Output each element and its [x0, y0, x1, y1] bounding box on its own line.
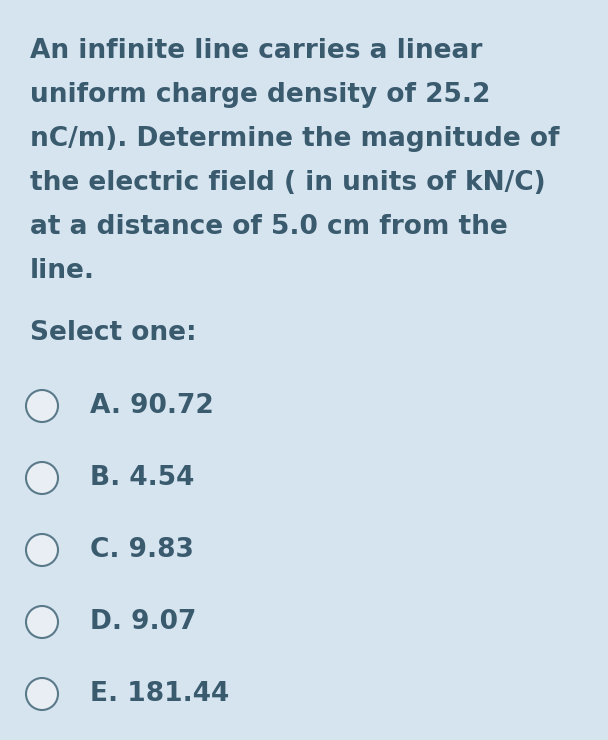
Text: An infinite line carries a linear: An infinite line carries a linear — [30, 38, 482, 64]
Text: the electric field ( in units of kN/C): the electric field ( in units of kN/C) — [30, 170, 545, 196]
Text: nC/m). Determine the magnitude of: nC/m). Determine the magnitude of — [30, 126, 559, 152]
Text: line.: line. — [30, 258, 95, 284]
Text: uniform charge density of 25.2: uniform charge density of 25.2 — [30, 82, 491, 108]
Circle shape — [26, 462, 58, 494]
Text: D. 9.07: D. 9.07 — [90, 609, 196, 635]
Circle shape — [26, 678, 58, 710]
Circle shape — [26, 390, 58, 422]
Circle shape — [26, 606, 58, 638]
Text: Select one:: Select one: — [30, 320, 196, 346]
Text: C. 9.83: C. 9.83 — [90, 537, 194, 563]
Text: A. 90.72: A. 90.72 — [90, 393, 214, 419]
Text: B. 4.54: B. 4.54 — [90, 465, 195, 491]
Text: E. 181.44: E. 181.44 — [90, 681, 229, 707]
Text: at a distance of 5.0 cm from the: at a distance of 5.0 cm from the — [30, 214, 508, 240]
Circle shape — [26, 534, 58, 566]
